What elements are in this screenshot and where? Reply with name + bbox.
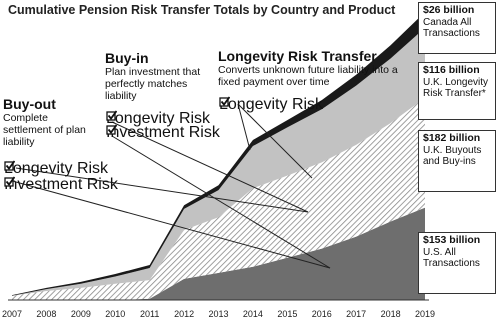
x-tick-label: 2015 [277, 309, 297, 319]
x-tick-label: 2018 [381, 309, 401, 319]
legend-box: $153 billion U.S. All Transactions [418, 232, 496, 294]
risk-item: Longevity Risk [106, 110, 210, 128]
risk-item: Investment Risk [106, 124, 220, 142]
risk-item-label: Investment Risk [106, 124, 220, 141]
legend-label: U.K. Buyouts and Buy-ins [423, 144, 482, 168]
x-tick-label: 2008 [36, 309, 56, 319]
x-tick-label: 2017 [346, 309, 366, 319]
checkbox-icon [106, 110, 117, 121]
pointer-lines [15, 103, 331, 269]
value-label: $182 billion [423, 132, 481, 144]
annotation: Longevity Risk Transfer Converts unknown … [218, 48, 418, 88]
annotation: Buy-out Complete settlement of plan liabi… [3, 96, 95, 148]
annotation-description: Converts unknown future liability into a… [218, 64, 398, 88]
x-tick-label: 2012 [174, 309, 194, 319]
legend-label: U.S. All Transactions [423, 246, 480, 270]
x-tick-label: 2013 [208, 309, 228, 319]
x-tick-label: 2011 [140, 309, 159, 319]
risk-item: Longevity Risk [4, 160, 108, 178]
legend-box: $26 billion Canada All Transactions [418, 2, 496, 54]
risk-item: Longevity Risk [219, 96, 323, 114]
value-label: $153 billion [423, 234, 481, 246]
x-tick-label: 2009 [71, 309, 91, 319]
annotation: Buy-in Plan investment that perfectly mat… [105, 50, 203, 102]
x-tick-label: 2019 [415, 309, 435, 319]
x-tick-label: 2007 [2, 309, 22, 319]
checkbox-icon [4, 160, 15, 171]
x-tick-label: 2014 [243, 309, 263, 319]
area [12, 207, 425, 300]
risk-item-label: Longevity Risk [106, 110, 211, 127]
checkbox-icon [4, 176, 15, 187]
x-tick-label: 2016 [312, 309, 332, 319]
x-tick-label: 2010 [105, 309, 125, 319]
risk-item-label: Investment Risk [4, 176, 118, 193]
annotation-title: Longevity Risk Transfer [218, 48, 377, 64]
value-label: $26 billion [423, 4, 475, 16]
legend-label: U.K. Longevity Risk Transfer* [423, 76, 489, 100]
risk-item-label: Longevity Risk [219, 96, 324, 113]
value-label: $116 billion [423, 64, 480, 76]
annotation-description: Complete settlement of plan liability [3, 112, 86, 148]
risk-item-label: Longevity Risk [4, 160, 109, 177]
legend-label: Canada All Transactions [423, 16, 480, 40]
area [12, 97, 425, 301]
chart-title: Cumulative Pension Risk Transfer Totals … [8, 3, 396, 17]
checkbox-icon [219, 96, 230, 107]
annotation-title: Buy-in [105, 50, 149, 66]
legend-box: $116 billion U.K. Longevity Risk Transfer… [418, 62, 496, 120]
annotation-description: Plan investment that perfectly matches l… [105, 66, 201, 102]
checkbox-icon [106, 124, 117, 135]
risk-item: Investment Risk [4, 176, 118, 194]
legend-box: $182 billion U.K. Buyouts and Buy-ins [418, 130, 496, 192]
annotation-title: Buy-out [3, 96, 56, 112]
